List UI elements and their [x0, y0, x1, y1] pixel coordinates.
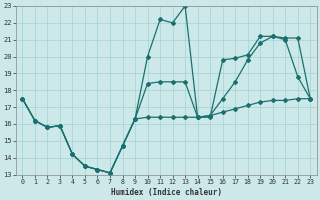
- X-axis label: Humidex (Indice chaleur): Humidex (Indice chaleur): [111, 188, 222, 197]
